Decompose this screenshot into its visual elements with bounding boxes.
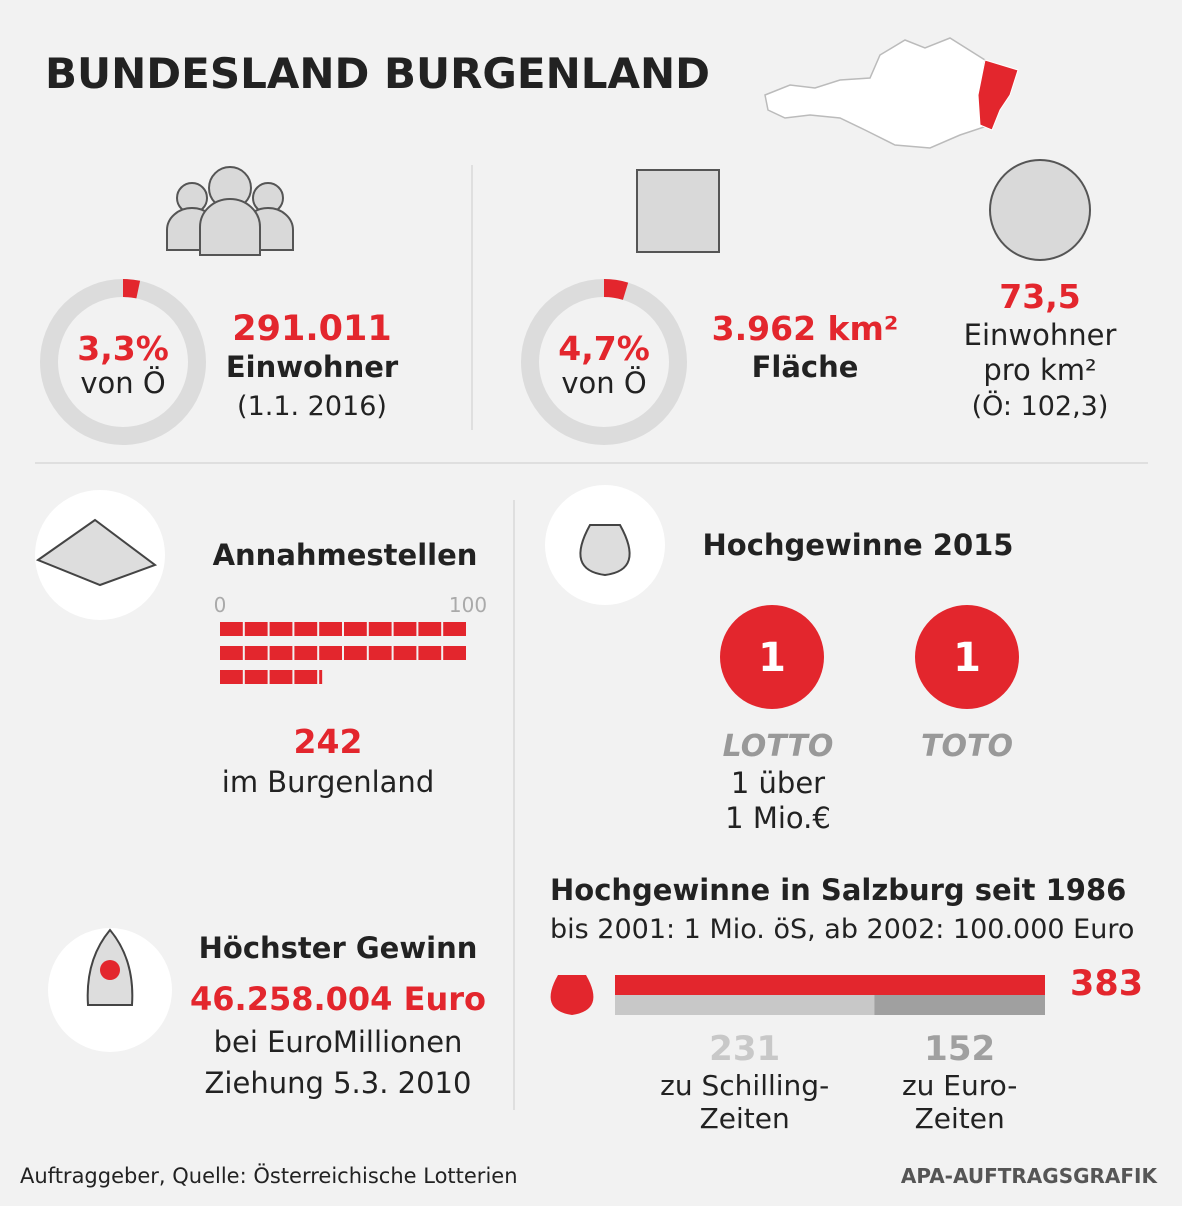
donut-share bbox=[122, 279, 141, 299]
outlet-block bbox=[220, 670, 243, 684]
part-label: Zeiten bbox=[700, 1102, 790, 1135]
population-share: 3,3% bbox=[77, 329, 169, 368]
salzburg-bag bbox=[550, 975, 594, 1015]
jackpots-note: 1 über bbox=[731, 766, 825, 800]
jackpots-title: Hochgewinne 2015 bbox=[703, 528, 1014, 562]
outlet-block bbox=[418, 646, 442, 660]
outlet-block bbox=[319, 622, 342, 636]
part-label: zu Euro- bbox=[902, 1069, 1017, 1102]
outlet-block bbox=[220, 646, 243, 660]
outlet-block bbox=[319, 646, 342, 660]
rocket-window bbox=[100, 960, 120, 980]
outlet-block bbox=[418, 622, 442, 636]
density-line: Einwohner bbox=[964, 318, 1117, 352]
outlet-block bbox=[220, 622, 243, 636]
top-win-amount: 46.258.004 Euro bbox=[190, 980, 486, 1018]
part-value: 152 bbox=[924, 1029, 995, 1069]
area-label: Fläche bbox=[752, 350, 859, 384]
people-icon bbox=[166, 166, 294, 256]
jackpots-note: 1 Mio.€ bbox=[725, 801, 831, 835]
density-line: (Ö: 102,3) bbox=[972, 390, 1109, 422]
count-badge bbox=[720, 605, 824, 709]
ticket bbox=[35, 518, 158, 587]
outlet-block bbox=[269, 670, 293, 684]
lotto-logo: LOTTO bbox=[723, 729, 834, 764]
top-win-line: bei EuroMillionen bbox=[214, 1025, 463, 1059]
outlets-value: 242 bbox=[294, 722, 363, 761]
donut-share bbox=[603, 279, 629, 300]
outlet-block bbox=[393, 646, 417, 660]
outlet-block bbox=[344, 646, 367, 660]
outlet-block bbox=[368, 646, 392, 660]
density-line: pro km² bbox=[983, 353, 1096, 387]
toto-count: 1 bbox=[953, 635, 981, 681]
outlet-block bbox=[294, 622, 318, 636]
part-label: zu Schilling- bbox=[660, 1069, 829, 1102]
toto-logo: TOTO bbox=[921, 729, 1013, 764]
footer-credit: APA-AUFTRAGSGRAFIK bbox=[901, 1164, 1159, 1188]
outlet-block bbox=[393, 622, 417, 636]
outlet-block bbox=[368, 622, 392, 636]
salzburg-title: Hochgewinne in Salzburg seit 1986 bbox=[550, 873, 1126, 907]
outlet-block bbox=[294, 646, 318, 660]
area-share: 4,7% bbox=[558, 329, 650, 368]
density-value: 73,5 bbox=[999, 277, 1080, 316]
x-tick-label: 0 bbox=[214, 593, 227, 617]
outlet-block bbox=[294, 670, 318, 684]
part-label: Zeiten bbox=[915, 1102, 1005, 1135]
salzburg-total: 383 bbox=[1070, 964, 1143, 1004]
bag bbox=[579, 524, 631, 577]
outlets-title: Annahmestellen bbox=[213, 538, 478, 572]
count-badge bbox=[915, 605, 1019, 709]
population-count: 291.011 bbox=[232, 309, 391, 349]
footer-source: Auftraggeber, Quelle: Österreichische Lo… bbox=[20, 1163, 518, 1188]
outlet-block bbox=[443, 646, 466, 660]
area-share-caption: von Ö bbox=[561, 366, 646, 400]
outlet-block bbox=[269, 646, 293, 660]
salzburg-subtitle: bis 2001: 1 Mio. öS, ab 2002: 100.000 Eu… bbox=[550, 914, 1134, 945]
top-win-title: Höchster Gewinn bbox=[199, 931, 478, 965]
area-size: 3.962 km² bbox=[712, 309, 899, 348]
outlet-block bbox=[443, 622, 466, 636]
population-date: (1.1. 2016) bbox=[237, 391, 387, 422]
lotto-count: 1 bbox=[758, 635, 786, 681]
outlets-caption: im Burgenland bbox=[222, 765, 434, 799]
density-icon bbox=[989, 159, 1091, 261]
population-label: Einwohner bbox=[226, 350, 399, 384]
outlet-block bbox=[344, 622, 367, 636]
area-icon bbox=[636, 169, 720, 253]
population-share-caption: von Ö bbox=[80, 366, 165, 400]
x-tick-label: 100 bbox=[449, 593, 487, 617]
total-bar bbox=[615, 975, 1045, 995]
map-burgenland bbox=[977, 59, 1019, 131]
outlet-block bbox=[244, 622, 268, 636]
outlet-block bbox=[319, 670, 323, 684]
part-value: 231 bbox=[709, 1029, 780, 1069]
top-win-line: Ziehung 5.3. 2010 bbox=[205, 1066, 472, 1100]
outlet-block bbox=[244, 646, 268, 660]
part-bar bbox=[615, 995, 875, 1015]
part-bar bbox=[874, 995, 1045, 1015]
outlet-block bbox=[269, 622, 293, 636]
title: BUNDESLAND BURGENLAND bbox=[45, 49, 710, 98]
outlet-block bbox=[244, 670, 268, 684]
